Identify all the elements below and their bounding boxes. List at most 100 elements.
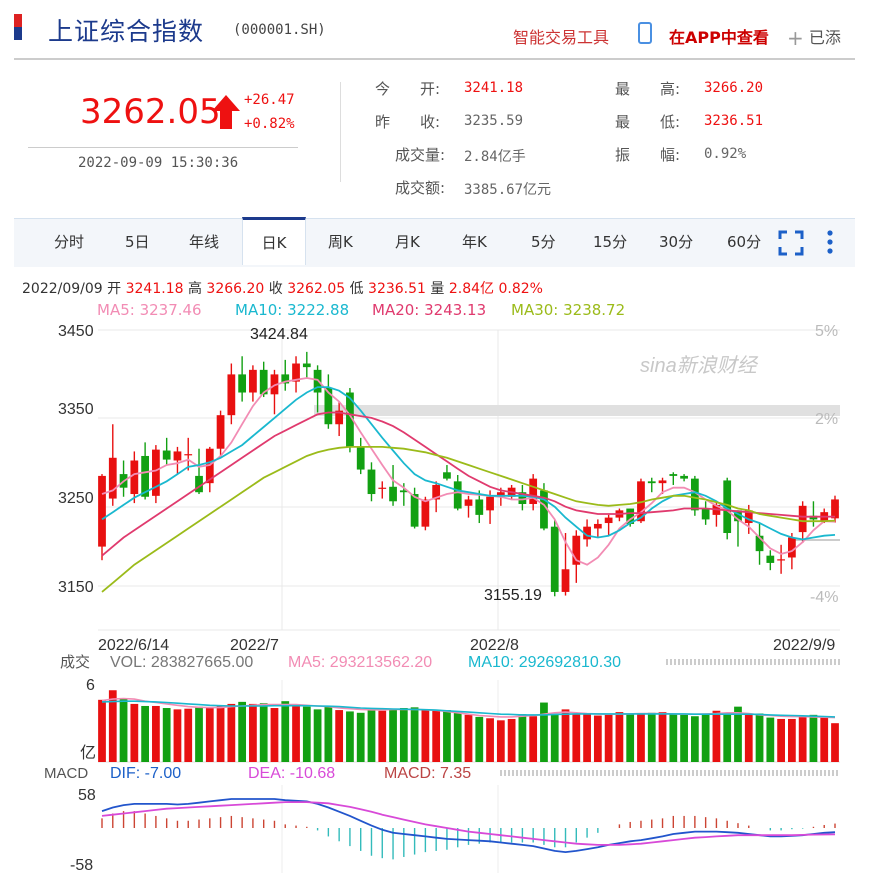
candle-body — [831, 499, 839, 519]
volume-bar — [518, 714, 527, 762]
tab-intraday[interactable]: 分时 — [54, 233, 85, 251]
vol-legend: VOL: 283827665.00 — [110, 654, 253, 671]
more-icon[interactable] — [826, 229, 834, 257]
volume-bar — [162, 708, 171, 762]
price-change-pct: +0.82% — [244, 116, 295, 132]
title-accent — [14, 14, 22, 40]
stock-code: (000001.SH) — [233, 22, 326, 38]
ma10-line — [101, 386, 836, 541]
volume-bar — [734, 706, 742, 762]
volume-bar — [432, 710, 441, 762]
volume-bar — [141, 705, 149, 762]
day-vol: 2.84亿 — [448, 281, 495, 297]
macd-y-tick: 58 — [78, 787, 96, 804]
candle-body — [486, 496, 494, 511]
volume-bar — [443, 710, 451, 762]
candle-body — [356, 446, 365, 470]
candle-body — [755, 535, 764, 552]
candle-body — [744, 510, 753, 524]
vol-ma10-legend: MA10: 292692810.30 — [468, 654, 621, 671]
candle-body — [647, 481, 656, 484]
candle-body — [529, 478, 538, 505]
kline-chart[interactable]: sina新浪财经 3450 3350 3250 3150 5% 2% -4% 2… — [0, 318, 869, 873]
candle-body — [809, 515, 818, 520]
volume-bar — [119, 698, 128, 762]
candle-body — [259, 369, 268, 395]
volume-bar — [410, 707, 419, 762]
up-arrow-icon — [212, 95, 240, 129]
tab-year-line[interactable]: 年线 — [189, 233, 220, 251]
y-tick-label: 3350 — [58, 401, 94, 418]
ma20-line — [101, 411, 836, 557]
y-tick-label: 3150 — [58, 579, 94, 596]
volume-bar — [399, 708, 408, 762]
tab-5min[interactable]: 5分 — [531, 233, 556, 251]
header-divider — [14, 58, 855, 60]
candle-body — [399, 490, 408, 493]
ma10-legend: MA10: 3222.88 — [235, 301, 350, 319]
volume-bar — [259, 703, 268, 762]
vol-y-tick: 6 — [86, 677, 95, 694]
candle-body — [152, 449, 160, 496]
trading-tools-link[interactable]: 智能交易工具 — [513, 28, 610, 47]
low-value: 3236.51 — [704, 113, 764, 129]
volume-bar — [249, 703, 257, 762]
ma5-line — [101, 377, 836, 566]
tab-60min[interactable]: 60分 — [727, 233, 762, 251]
tab-monthly-k[interactable]: 月K — [395, 233, 420, 251]
volume-bar — [335, 710, 344, 762]
day-high-label: 高 — [187, 281, 202, 297]
volume-bar — [583, 714, 591, 762]
candle-body — [432, 484, 441, 500]
dif-legend: DIF: -7.00 — [110, 765, 181, 782]
high-label: 最 高: — [615, 80, 681, 98]
added-button[interactable]: + 已添 — [787, 24, 841, 50]
y-tick-label: 3450 — [58, 323, 94, 340]
volume-bar — [389, 708, 397, 762]
prev-close-label: 昨 收: — [375, 113, 441, 131]
volume-bar — [356, 712, 365, 762]
candle-body — [227, 374, 236, 416]
candle-body — [464, 499, 473, 506]
tab-daily-k[interactable]: 日K — [242, 217, 306, 265]
price-divider — [28, 147, 298, 148]
ma30-legend: MA30: 3238.72 — [511, 301, 626, 319]
candle-body — [270, 374, 279, 395]
day-pct: 0.82% — [498, 281, 543, 297]
app-view-link[interactable]: 在APP中查看 — [669, 28, 769, 47]
volume-bar — [507, 718, 516, 762]
candle-body — [550, 526, 559, 592]
tab-15min[interactable]: 15分 — [593, 233, 628, 251]
tab-5day[interactable]: 5日 — [125, 233, 150, 251]
volume-bar — [270, 708, 279, 762]
x-tick-label: 2022/6/14 — [98, 637, 169, 654]
candle-body — [324, 387, 333, 425]
candle-body — [421, 499, 430, 527]
volume-bar — [464, 714, 473, 762]
day-date: 2022/09/09 — [22, 281, 103, 297]
candle-body — [798, 505, 807, 533]
resistance-band — [314, 405, 840, 416]
period-tabs: 分时 5日 年线 日K 周K 月K 年K 5分 15分 30分 60分 — [14, 217, 855, 267]
volume-bar — [593, 715, 602, 762]
day-open: 3241.18 — [125, 281, 184, 297]
candle-body — [410, 494, 419, 527]
tab-yearly-k[interactable]: 年K — [462, 233, 487, 251]
volume-bar — [152, 705, 160, 762]
macd-y-tick: -58 — [70, 857, 93, 873]
candle-body — [108, 457, 117, 499]
volume-bar — [604, 714, 613, 762]
volume-bar — [453, 712, 462, 762]
candle-body — [669, 474, 678, 476]
open-value: 3241.18 — [464, 80, 524, 96]
fullscreen-icon[interactable] — [778, 230, 804, 256]
candle-body — [302, 363, 311, 368]
candle-body — [346, 392, 354, 447]
candle-body — [162, 450, 171, 460]
dea-line — [101, 801, 836, 846]
candle-body — [540, 490, 548, 529]
candle-body — [658, 480, 667, 484]
volume-bar — [281, 701, 290, 762]
tab-weekly-k[interactable]: 周K — [328, 233, 353, 251]
tab-30min[interactable]: 30分 — [659, 233, 694, 251]
